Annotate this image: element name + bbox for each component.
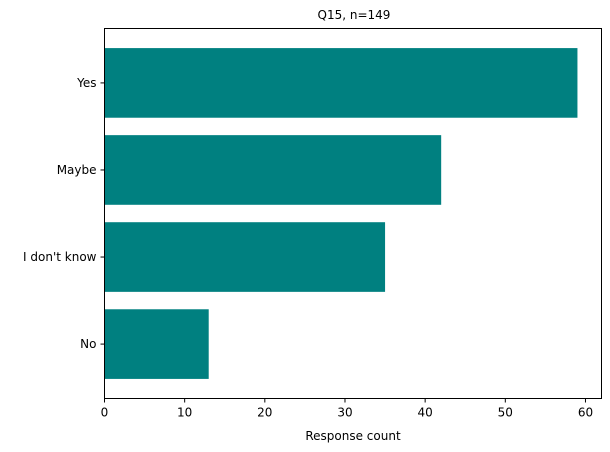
x-tick-label: 20	[257, 406, 272, 420]
y-axis-ticks: Yes Maybe I don't know No	[23, 76, 105, 351]
x-axis-ticks: 0 10 20 30 40 50 60	[101, 398, 593, 420]
y-tick-label: No	[80, 337, 96, 351]
x-tick-label: 10	[177, 406, 192, 420]
bars-group	[104, 48, 578, 379]
plot-frame	[104, 28, 602, 399]
chart-title: Q15, n=149	[318, 8, 391, 22]
bar-no	[104, 309, 209, 379]
bar-maybe	[104, 135, 442, 205]
bar-yes	[104, 48, 578, 118]
y-tick-label: Maybe	[57, 163, 97, 177]
x-tick-label: 30	[337, 406, 352, 420]
x-tick-label: 0	[101, 406, 109, 420]
x-tick-label: 60	[578, 406, 593, 420]
y-tick-label: Yes	[76, 76, 96, 90]
x-tick-label: 50	[498, 406, 513, 420]
x-axis-label: Response count	[305, 429, 401, 443]
bar-i-don-t-know	[104, 222, 386, 292]
y-tick-label: I don't know	[23, 250, 97, 264]
x-tick-label: 40	[418, 406, 433, 420]
